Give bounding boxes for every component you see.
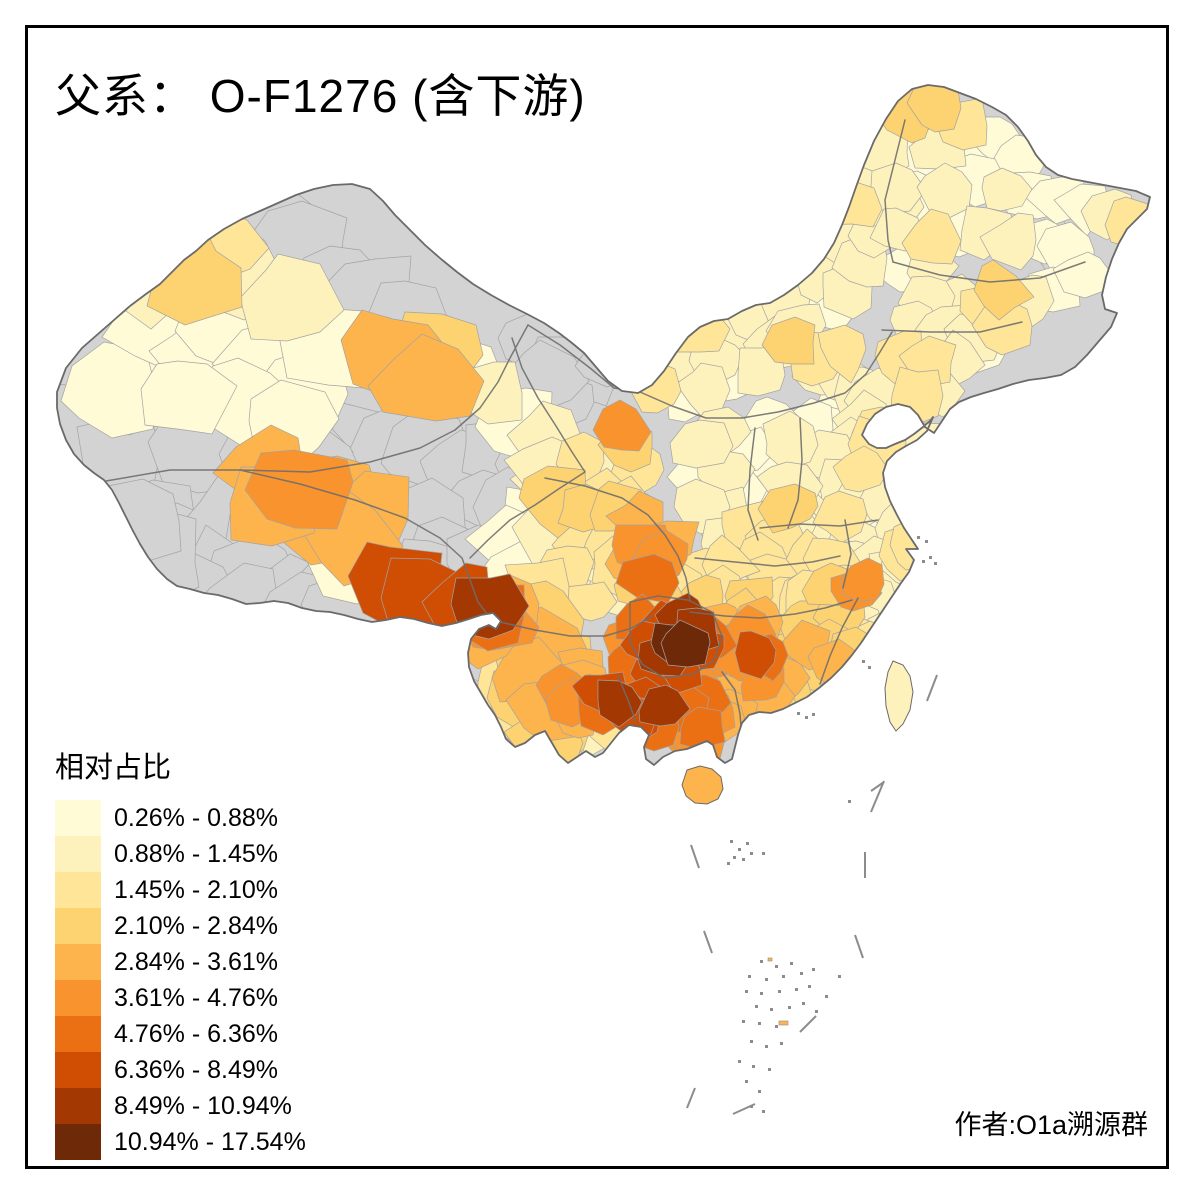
country-outline: [56, 84, 1151, 766]
legend-swatch: [55, 836, 101, 872]
legend-label: 8.49% - 10.94%: [114, 1092, 292, 1120]
legend: 相对占比 0.26% - 0.88% 0.88% - 1.45% 1.45% - 2…: [55, 744, 306, 1160]
legend-swatch: [55, 1052, 101, 1088]
legend-item: 0.88% - 1.45%: [55, 836, 306, 872]
map-title: 父系： O-F1276 (含下游): [55, 70, 586, 122]
legend-label: 10.94% - 17.54%: [114, 1128, 306, 1156]
legend-label: 6.36% - 8.49%: [114, 1056, 278, 1084]
legend-swatch: [55, 1016, 101, 1052]
legend-swatch: [55, 944, 101, 980]
legend-swatch: [55, 872, 101, 908]
legend-item: 10.94% - 17.54%: [55, 1124, 306, 1160]
legend-title: 相对占比: [55, 752, 172, 784]
legend-label: 2.84% - 3.61%: [114, 948, 278, 976]
legend-item: 0.26% - 0.88%: [55, 800, 306, 836]
attribution-text: 作者:O1a溯源群: [954, 1110, 1148, 1140]
legend-label: 2.10% - 2.84%: [114, 912, 278, 940]
taiwan-island: [884, 660, 914, 732]
legend-label: 3.61% - 4.76%: [114, 984, 278, 1012]
legend-swatch: [55, 908, 101, 944]
legend-label: 1.45% - 2.10%: [114, 876, 278, 904]
legend-item: 2.10% - 2.84%: [55, 908, 306, 944]
legend-swatch: [55, 1088, 101, 1124]
legend-swatch: [55, 800, 101, 836]
legend-item: 6.36% - 8.49%: [55, 1052, 306, 1088]
legend-swatch: [55, 1124, 101, 1160]
figure-frame: [25, 25, 1169, 1169]
legend-item: 8.49% - 10.94%: [55, 1088, 306, 1124]
province-borders: [99, 119, 1086, 741]
legend-item: 4.76% - 6.36%: [55, 1016, 306, 1052]
legend-item: 1.45% - 2.10%: [55, 872, 306, 908]
sea-islands-dashline: [686, 536, 938, 1115]
legend-label: 4.76% - 6.36%: [114, 1020, 278, 1048]
hainan-island: [681, 765, 724, 805]
legend-rows: 0.26% - 0.88% 0.88% - 1.45% 1.45% - 2.10% 2…: [55, 800, 306, 1160]
legend-item: 2.84% - 3.61%: [55, 944, 306, 980]
legend-label: 0.26% - 0.88%: [114, 804, 278, 832]
legend-label: 0.88% - 1.45%: [114, 840, 278, 868]
legend-item: 3.61% - 4.76%: [55, 980, 306, 1016]
legend-swatch: [55, 980, 101, 1016]
